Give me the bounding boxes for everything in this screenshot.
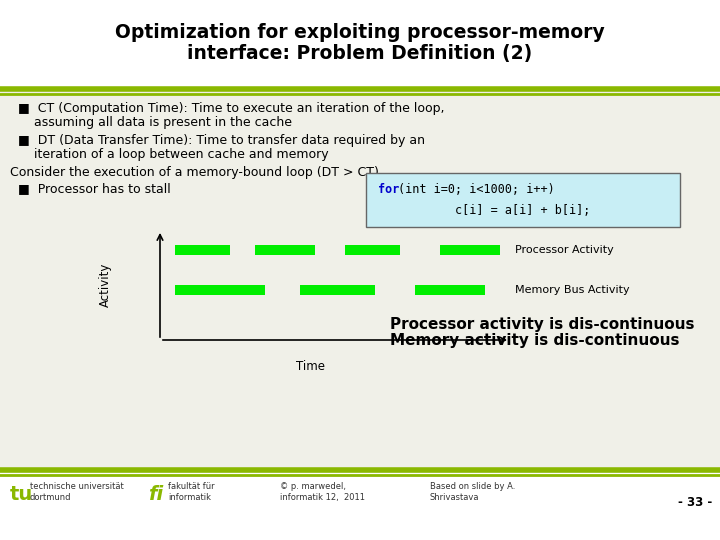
Text: Consider the execution of a memory-bound loop (DT > CT): Consider the execution of a memory-bound…: [10, 166, 379, 179]
Bar: [175, 245, 230, 255]
Text: Time: Time: [295, 360, 325, 373]
FancyBboxPatch shape: [366, 173, 680, 227]
Text: ■  DT (Data Transfer Time): Time to transfer data required by an: ■ DT (Data Transfer Time): Time to trans…: [18, 134, 425, 147]
Text: Processor Activity: Processor Activity: [515, 245, 613, 255]
Text: for: for: [378, 183, 400, 196]
Text: fakultät für
informatik: fakultät für informatik: [168, 482, 215, 502]
Text: tu: tu: [10, 485, 33, 504]
Text: Memory activity is dis-continuous: Memory activity is dis-continuous: [390, 333, 680, 348]
Text: c[i] = a[i] + b[i];: c[i] = a[i] + b[i];: [455, 204, 590, 217]
Text: assuming all data is present in the cache: assuming all data is present in the cach…: [18, 116, 292, 129]
Text: technische universität
dortmund: technische universität dortmund: [30, 482, 124, 502]
Text: fi: fi: [148, 485, 163, 504]
Text: Based on slide by A.
Shrivastava: Based on slide by A. Shrivastava: [430, 482, 516, 502]
Text: © p. marwedel,
informatik 12,  2011: © p. marwedel, informatik 12, 2011: [280, 482, 365, 502]
Text: iteration of a loop between cache and memory: iteration of a loop between cache and me…: [18, 148, 328, 161]
Bar: [175, 285, 265, 295]
Bar: [0, 0, 720, 90]
Bar: [300, 285, 375, 295]
Text: Processor activity is dis-continuous: Processor activity is dis-continuous: [390, 318, 695, 333]
Bar: [255, 245, 315, 255]
Text: Activity: Activity: [99, 263, 112, 307]
Text: ■  CT (Computation Time): Time to execute an iteration of the loop,: ■ CT (Computation Time): Time to execute…: [18, 102, 444, 115]
Text: (int i=0; i<1000; i++): (int i=0; i<1000; i++): [398, 183, 554, 196]
Text: ■  Processor has to stall: ■ Processor has to stall: [18, 182, 171, 195]
Bar: [415, 285, 485, 295]
Text: Memory Bus Activity: Memory Bus Activity: [515, 285, 629, 295]
Text: - 33 -: - 33 -: [678, 496, 712, 510]
Bar: [0, 473, 720, 540]
Bar: [345, 245, 400, 255]
Bar: [0, 94, 720, 472]
Bar: [440, 245, 500, 255]
Text: Optimization for exploiting processor-memory
interface: Problem Definition (2): Optimization for exploiting processor-me…: [115, 23, 605, 64]
